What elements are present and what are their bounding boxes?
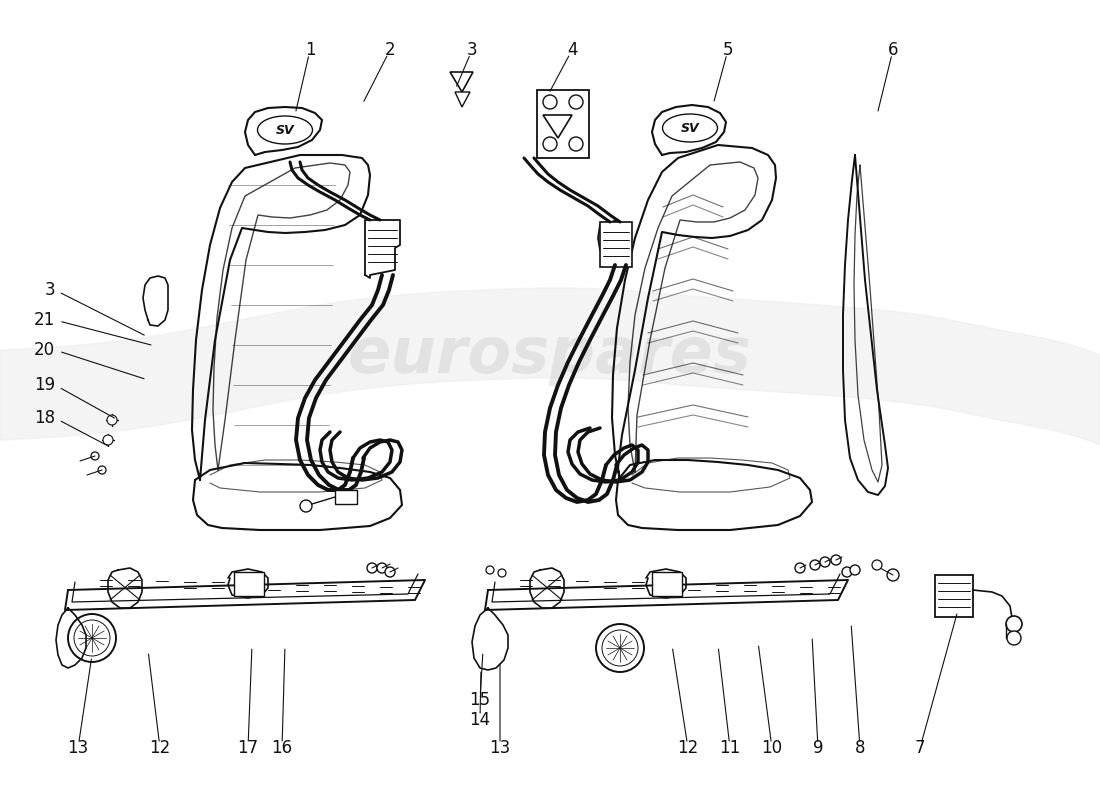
Text: 20: 20: [34, 341, 55, 359]
Ellipse shape: [662, 114, 717, 142]
Bar: [336, 490, 358, 504]
Circle shape: [1006, 616, 1022, 632]
Text: 7: 7: [915, 739, 925, 757]
Text: 6: 6: [888, 41, 899, 59]
Circle shape: [543, 95, 557, 109]
Circle shape: [1006, 631, 1021, 645]
Circle shape: [385, 567, 395, 577]
Text: 19: 19: [34, 376, 55, 394]
Text: 9: 9: [813, 739, 823, 757]
Polygon shape: [455, 92, 470, 107]
Circle shape: [596, 624, 644, 672]
Circle shape: [872, 560, 882, 570]
Circle shape: [569, 95, 583, 109]
Circle shape: [850, 565, 860, 575]
Circle shape: [830, 555, 842, 565]
Text: 1: 1: [305, 41, 316, 59]
Circle shape: [887, 569, 899, 581]
Circle shape: [602, 630, 638, 666]
Text: SV: SV: [276, 123, 295, 137]
Circle shape: [367, 563, 377, 573]
Text: 14: 14: [470, 711, 491, 729]
Text: 13: 13: [67, 739, 89, 757]
Circle shape: [820, 557, 830, 567]
Text: 13: 13: [490, 739, 510, 757]
Circle shape: [810, 560, 820, 570]
Text: 21: 21: [34, 311, 55, 329]
Bar: [652, 572, 682, 596]
Text: 16: 16: [272, 739, 293, 757]
Text: 12: 12: [678, 739, 698, 757]
Circle shape: [107, 415, 117, 425]
Bar: [234, 572, 264, 596]
Text: 18: 18: [34, 409, 55, 427]
Text: 10: 10: [761, 739, 782, 757]
Circle shape: [300, 500, 312, 512]
Text: 3: 3: [466, 41, 477, 59]
Bar: [935, 575, 974, 617]
Circle shape: [377, 563, 387, 573]
Text: 3: 3: [44, 281, 55, 299]
Text: SV: SV: [681, 122, 700, 134]
Circle shape: [795, 563, 805, 573]
Circle shape: [68, 614, 116, 662]
Ellipse shape: [257, 116, 312, 144]
Circle shape: [98, 466, 106, 474]
Circle shape: [842, 567, 852, 577]
Text: 4: 4: [566, 41, 578, 59]
Text: 17: 17: [238, 739, 258, 757]
Circle shape: [91, 452, 99, 460]
Polygon shape: [450, 72, 473, 92]
Text: 12: 12: [150, 739, 170, 757]
Circle shape: [486, 566, 494, 574]
Polygon shape: [543, 115, 572, 138]
Circle shape: [103, 435, 113, 445]
Circle shape: [543, 137, 557, 151]
Text: 2: 2: [385, 41, 395, 59]
Text: 11: 11: [719, 739, 740, 757]
Text: 15: 15: [470, 691, 491, 709]
Circle shape: [74, 620, 110, 656]
Text: 8: 8: [855, 739, 866, 757]
Bar: [600, 222, 632, 267]
Circle shape: [569, 137, 583, 151]
Bar: [537, 90, 588, 158]
Text: eurospares: eurospares: [348, 324, 752, 386]
Circle shape: [498, 569, 506, 577]
Text: 5: 5: [723, 41, 734, 59]
